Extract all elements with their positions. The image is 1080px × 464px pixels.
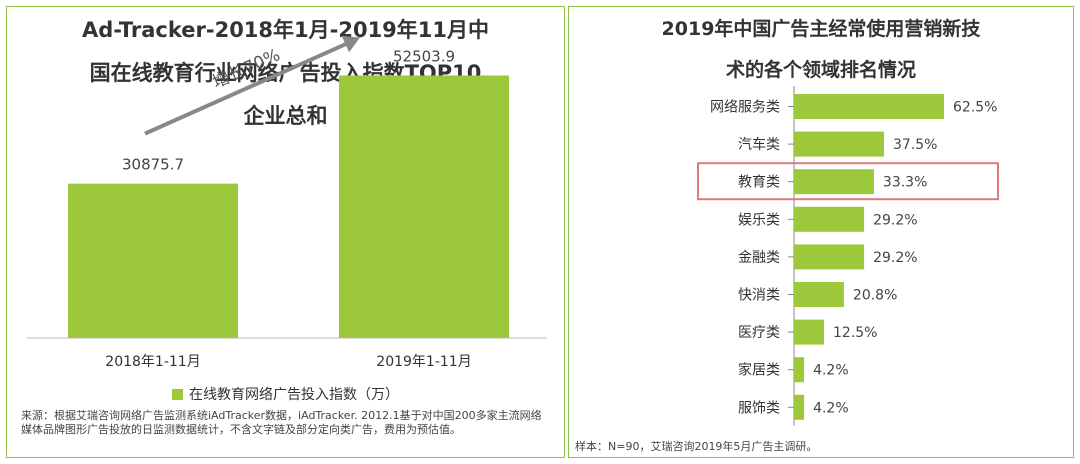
sample-note: 样本：N=90，艾瑞咨询2019年5月广告主调研。 — [575, 440, 818, 453]
left-title-line: 企业总和 — [243, 104, 328, 128]
bar-value-label: 4.2% — [813, 363, 849, 379]
left-title-line: Ad-Tracker-2018年1月-2019年11月中 — [81, 18, 490, 42]
bar-value-label: 20.8% — [853, 288, 897, 304]
legend-label: 在线教育网络广告投入指数（万） — [189, 387, 399, 403]
highlight-box — [697, 162, 999, 201]
right-title-line: 2019年中国广告主经常使用营销新技 — [661, 18, 981, 40]
left-bar-chart: 30875.7 2018年1-11月 52503.9 2019年1-11月 增长70% — [27, 35, 547, 370]
source-note: 来源：根据艾瑞咨询网络广告监测系统iAdTracker数据，iAdTracker… — [21, 409, 542, 436]
bar-value-label: 37.5% — [893, 137, 937, 153]
bar-value-label: 12.5% — [833, 325, 877, 341]
bar-value-label: 29.2% — [873, 212, 917, 228]
bar-value-label: 29.2% — [873, 250, 917, 266]
bar — [339, 75, 509, 338]
bar — [794, 94, 944, 119]
bar — [794, 244, 865, 270]
bar — [794, 206, 865, 232]
x-tick-label: 2019年1-11月 — [376, 354, 471, 370]
bar-value-label: 62.5% — [953, 100, 997, 116]
right-title-line: 术的各个领域排名情况 — [725, 59, 916, 81]
growth-arrow-head — [341, 35, 360, 53]
y-category-label: 汽车类 — [738, 136, 780, 153]
right-bar-chart: 网络服务类 62.5% 汽车类 37.5% 教育类 33.3% 娱乐类 29.2% 金融类 29.… — [697, 86, 999, 426]
bar — [794, 357, 805, 383]
right-chart-title: 2019年中国广告主经常使用营销新技 术的各个领域排名情况 — [569, 9, 1073, 91]
growth-label: 增长70% — [210, 45, 284, 93]
legend-swatch — [172, 389, 183, 400]
right-chart-panel: 2019年中国广告主经常使用营销新技 术的各个领域排名情况 网络服务类 62.5%… — [568, 6, 1074, 458]
bar — [794, 131, 884, 157]
bar-value-label: 33.3% — [883, 175, 927, 191]
y-category-label: 医疗类 — [738, 325, 780, 341]
y-category-label: 网络服务类 — [710, 100, 780, 116]
y-category-label: 金融类 — [738, 250, 780, 266]
bar-value-label: 30875.7 — [122, 156, 184, 174]
y-category-label: 服饰类 — [738, 400, 780, 416]
bar — [794, 319, 824, 345]
left-chart-panel: Ad-Tracker-2018年1月-2019年11月中 国在线教育行业网络广告… — [6, 6, 565, 458]
left-legend: 在线教育网络广告投入指数（万） — [7, 384, 564, 404]
bar — [794, 394, 805, 420]
growth-arrow-line — [144, 38, 355, 136]
bar — [68, 183, 238, 338]
y-category-label: 快消类 — [738, 288, 780, 304]
bar-value-label: 4.2% — [813, 400, 849, 416]
bar-value-label: 52503.9 — [393, 47, 455, 65]
y-category-label: 教育类 — [738, 175, 780, 191]
y-category-label: 娱乐类 — [738, 212, 780, 228]
bar — [794, 282, 844, 307]
y-category-label: 家居类 — [738, 362, 780, 379]
bar — [794, 169, 874, 195]
x-tick-label: 2018年1-11月 — [105, 354, 200, 370]
